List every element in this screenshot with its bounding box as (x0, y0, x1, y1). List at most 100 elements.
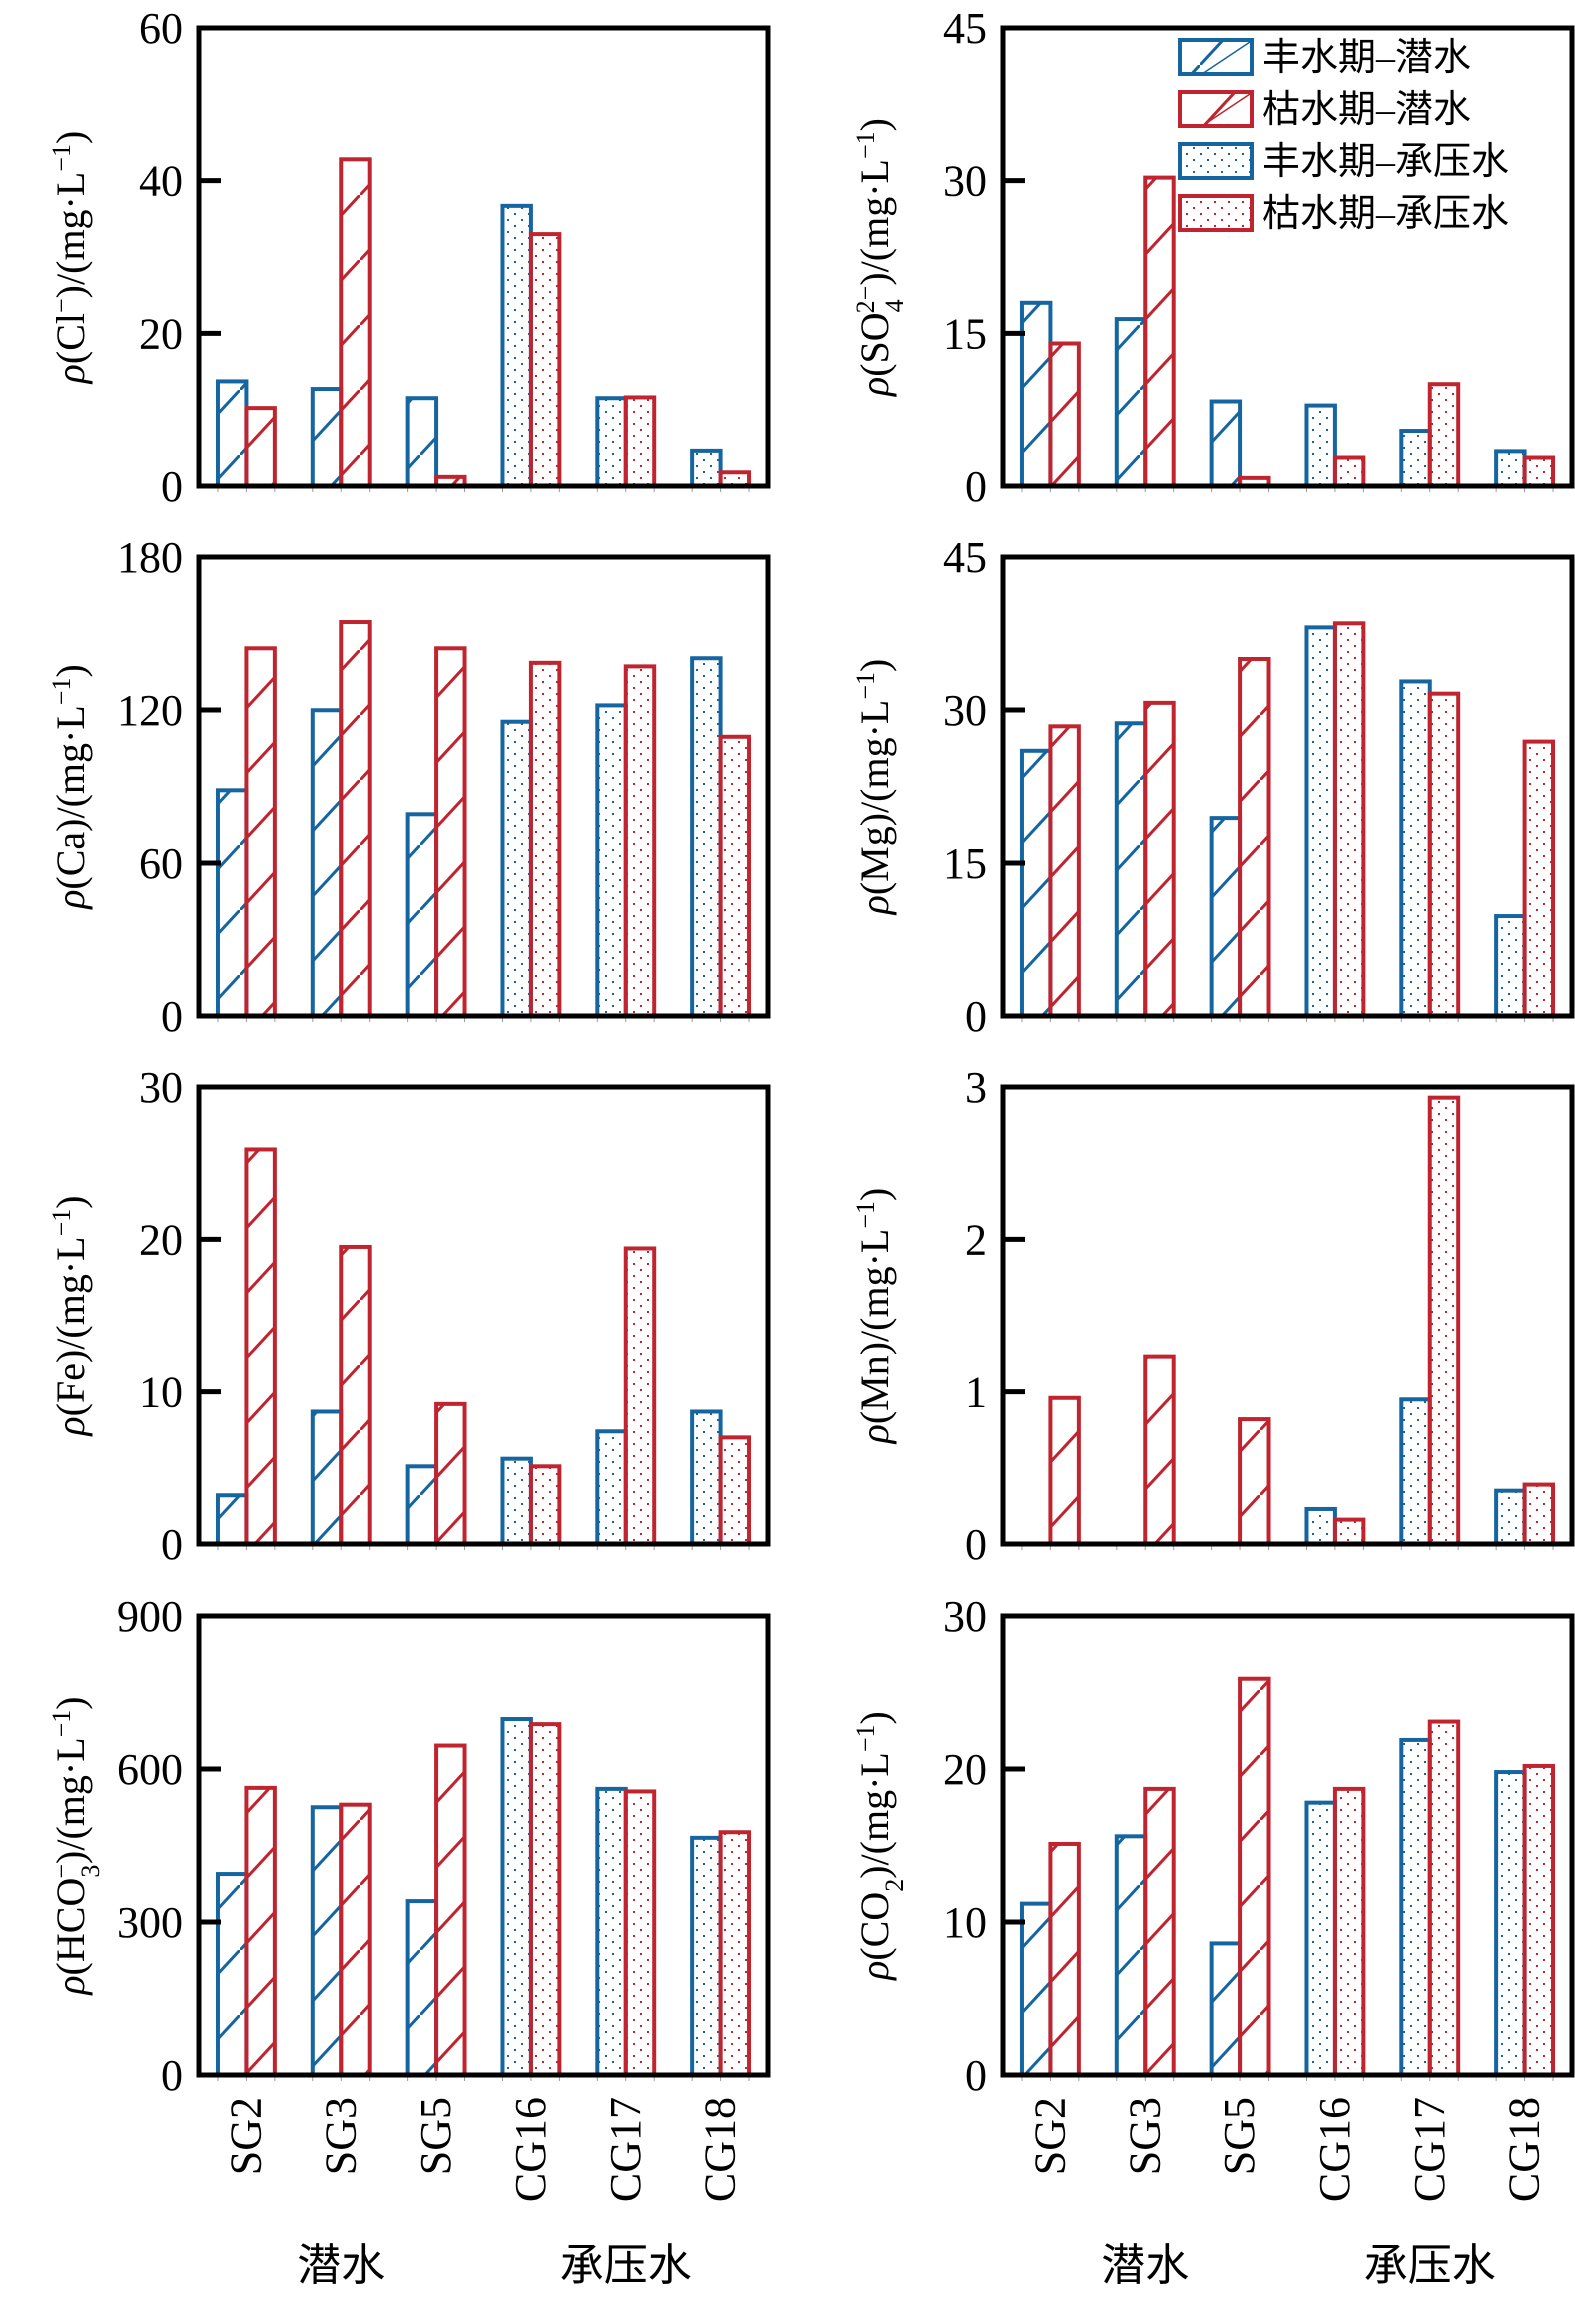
panel-fe: 0 10 20 30 ρ(Fe)/(mg·L−1) (47, 1063, 771, 1569)
bar-sg2-dry (1048, 341, 1081, 488)
y-tick-label: 2 (965, 1215, 987, 1264)
bar-sg5-dry (1238, 1417, 1271, 1546)
bar-cg17-dry (1427, 1719, 1461, 2077)
bar-cg17-wet (595, 1429, 628, 1546)
legend-label: 枯水期–承压水 (1262, 193, 1509, 235)
y-tick-label: 60 (139, 4, 183, 53)
y-tick-label: 45 (943, 533, 987, 582)
y-axis-title: ρ(CO2)/(mg·L−1) (851, 1711, 909, 1982)
bar-sg2-wet (215, 379, 249, 489)
legend-item: 枯水期–承压水 (1178, 193, 1509, 235)
legend-item: 丰水期–潜水 (1178, 37, 1471, 79)
y-tick-label: 45 (943, 4, 987, 53)
bar-cg16-wet (500, 203, 533, 489)
y-tick-label: 20 (943, 1745, 987, 1794)
legend-item: 丰水期–承压水 (1178, 141, 1509, 183)
bar-cg16-wet (500, 1717, 533, 2078)
bar-cg17-wet (1399, 429, 1432, 489)
bar-cg18-wet (1494, 1770, 1527, 2078)
bar-sg2-dry (244, 406, 277, 489)
y-tick-label: 30 (943, 686, 987, 735)
bar-sg5-wet (405, 1464, 439, 1547)
panel-so: 0 15 30 45 ρ(SO42−)/(mg·L−1) (851, 4, 1575, 511)
bar-cg18-wet (1494, 449, 1527, 489)
bar-cg17-wet (1399, 1397, 1432, 1546)
bar-sg2-wet (1019, 300, 1053, 488)
bar-sg3-dry (1143, 700, 1176, 1018)
bar-cg18-wet (690, 656, 723, 1018)
plot-frame (196, 554, 771, 1019)
y-tick-label: 0 (965, 992, 987, 1041)
y-tick-label: 0 (161, 992, 183, 1041)
bar-sg3-wet (1114, 721, 1148, 1018)
plot-frame (196, 1084, 771, 1547)
bar-cg17-dry (623, 1789, 657, 2077)
bar-cg18-wet (1494, 1488, 1527, 1547)
bar-cg18-dry (1522, 1763, 1556, 2077)
legend-label: 枯水期–潜水 (1262, 89, 1471, 131)
y-tick-label: 10 (943, 1898, 987, 1947)
bar-sg3-wet (310, 387, 344, 489)
legend-label: 丰水期–潜水 (1262, 37, 1471, 79)
legend-swatch (1178, 90, 1254, 128)
plot-frame (1000, 1613, 1575, 2078)
bar-sg5-wet (405, 1899, 439, 2077)
bar-sg5-dry (1238, 657, 1271, 1018)
bar-sg3-wet (310, 708, 344, 1018)
bar-cg16-wet (500, 1456, 533, 1547)
y-axis-title: ρ(Mg)/(mg·L−1) (851, 659, 898, 917)
bar-sg2-dry (244, 1147, 277, 1546)
y-tick-label: 0 (161, 2051, 183, 2100)
bar-sg5-wet (1209, 816, 1243, 1018)
bar-cg16-wet (500, 719, 533, 1018)
bar-cg17-dry (1427, 691, 1461, 1018)
y-axis-title: ρ(SO42−)/(mg·L−1) (851, 118, 909, 398)
legend-swatch (1178, 142, 1254, 180)
bar-sg2-wet (215, 1493, 249, 1546)
x-category-label: CG17 (601, 2097, 650, 2202)
bar-cg16-dry (1332, 1517, 1366, 1547)
bar-cg18-wet (690, 448, 723, 488)
bar-sg3-wet (310, 1805, 344, 2077)
bar-cg16-dry (528, 660, 562, 1018)
y-tick-label: 1 (965, 1368, 987, 1417)
bar-sg2-wet (1019, 1901, 1053, 2078)
x-category-label: CG18 (696, 2097, 745, 2202)
y-tick-label: 120 (117, 686, 183, 735)
y-tick-label: 0 (965, 1520, 987, 1569)
bar-sg3-wet (1114, 317, 1148, 488)
x-group-label: 潜水 (1101, 2241, 1189, 2290)
plot-frame (1000, 1084, 1575, 1547)
x-category-label: SG3 (316, 2097, 365, 2175)
y-tick-label: 30 (943, 1592, 987, 1641)
bar-cg16-wet (1304, 625, 1337, 1018)
y-tick-label: 20 (139, 1215, 183, 1264)
bar-cg18-dry (718, 1435, 752, 1547)
panel-ca: 0 60 120 180 ρ(Ca)/(mg·L−1) (47, 533, 771, 1041)
bar-cg18-wet (1494, 914, 1527, 1018)
bar-cg18-dry (718, 1830, 752, 2077)
y-tick-label: 300 (117, 1898, 183, 1947)
x-category-label: CG16 (1310, 2097, 1359, 2202)
panel-hco: 0 300 600 900 ρ(HCO3−)/(mg·L−1) (47, 1592, 771, 2100)
y-tick-label: 60 (139, 839, 183, 888)
panel-mg: 0 15 30 45 ρ(Mg)/(mg·L−1) (851, 533, 1575, 1041)
y-tick-label: 3 (965, 1063, 987, 1112)
bar-cg17-wet (1399, 679, 1432, 1018)
x-group-label: 承压水 (560, 2241, 692, 2290)
bar-cg18-dry (718, 734, 752, 1019)
x-group-label: 潜水 (297, 2241, 385, 2290)
bar-sg3-wet (1114, 1834, 1148, 2077)
panel-co: 0 10 20 30 ρ(CO2)/(mg·L−1) (851, 1592, 1575, 2100)
bar-cg16-dry (1332, 621, 1366, 1018)
bar-cg16-dry (528, 1464, 562, 1547)
bar-cg17-wet (595, 1786, 628, 2077)
legend-hatch-line (1201, 41, 1251, 75)
bar-cg16-dry (528, 1722, 562, 2077)
x-category-label: CG18 (1500, 2097, 1549, 2202)
x-group-label: 承压水 (1364, 2241, 1496, 2290)
bar-cg17-dry (1427, 1095, 1461, 1546)
bar-sg2-dry (1048, 724, 1081, 1018)
legend-hatch-line (1201, 93, 1251, 127)
bar-cg17-dry (623, 395, 657, 489)
